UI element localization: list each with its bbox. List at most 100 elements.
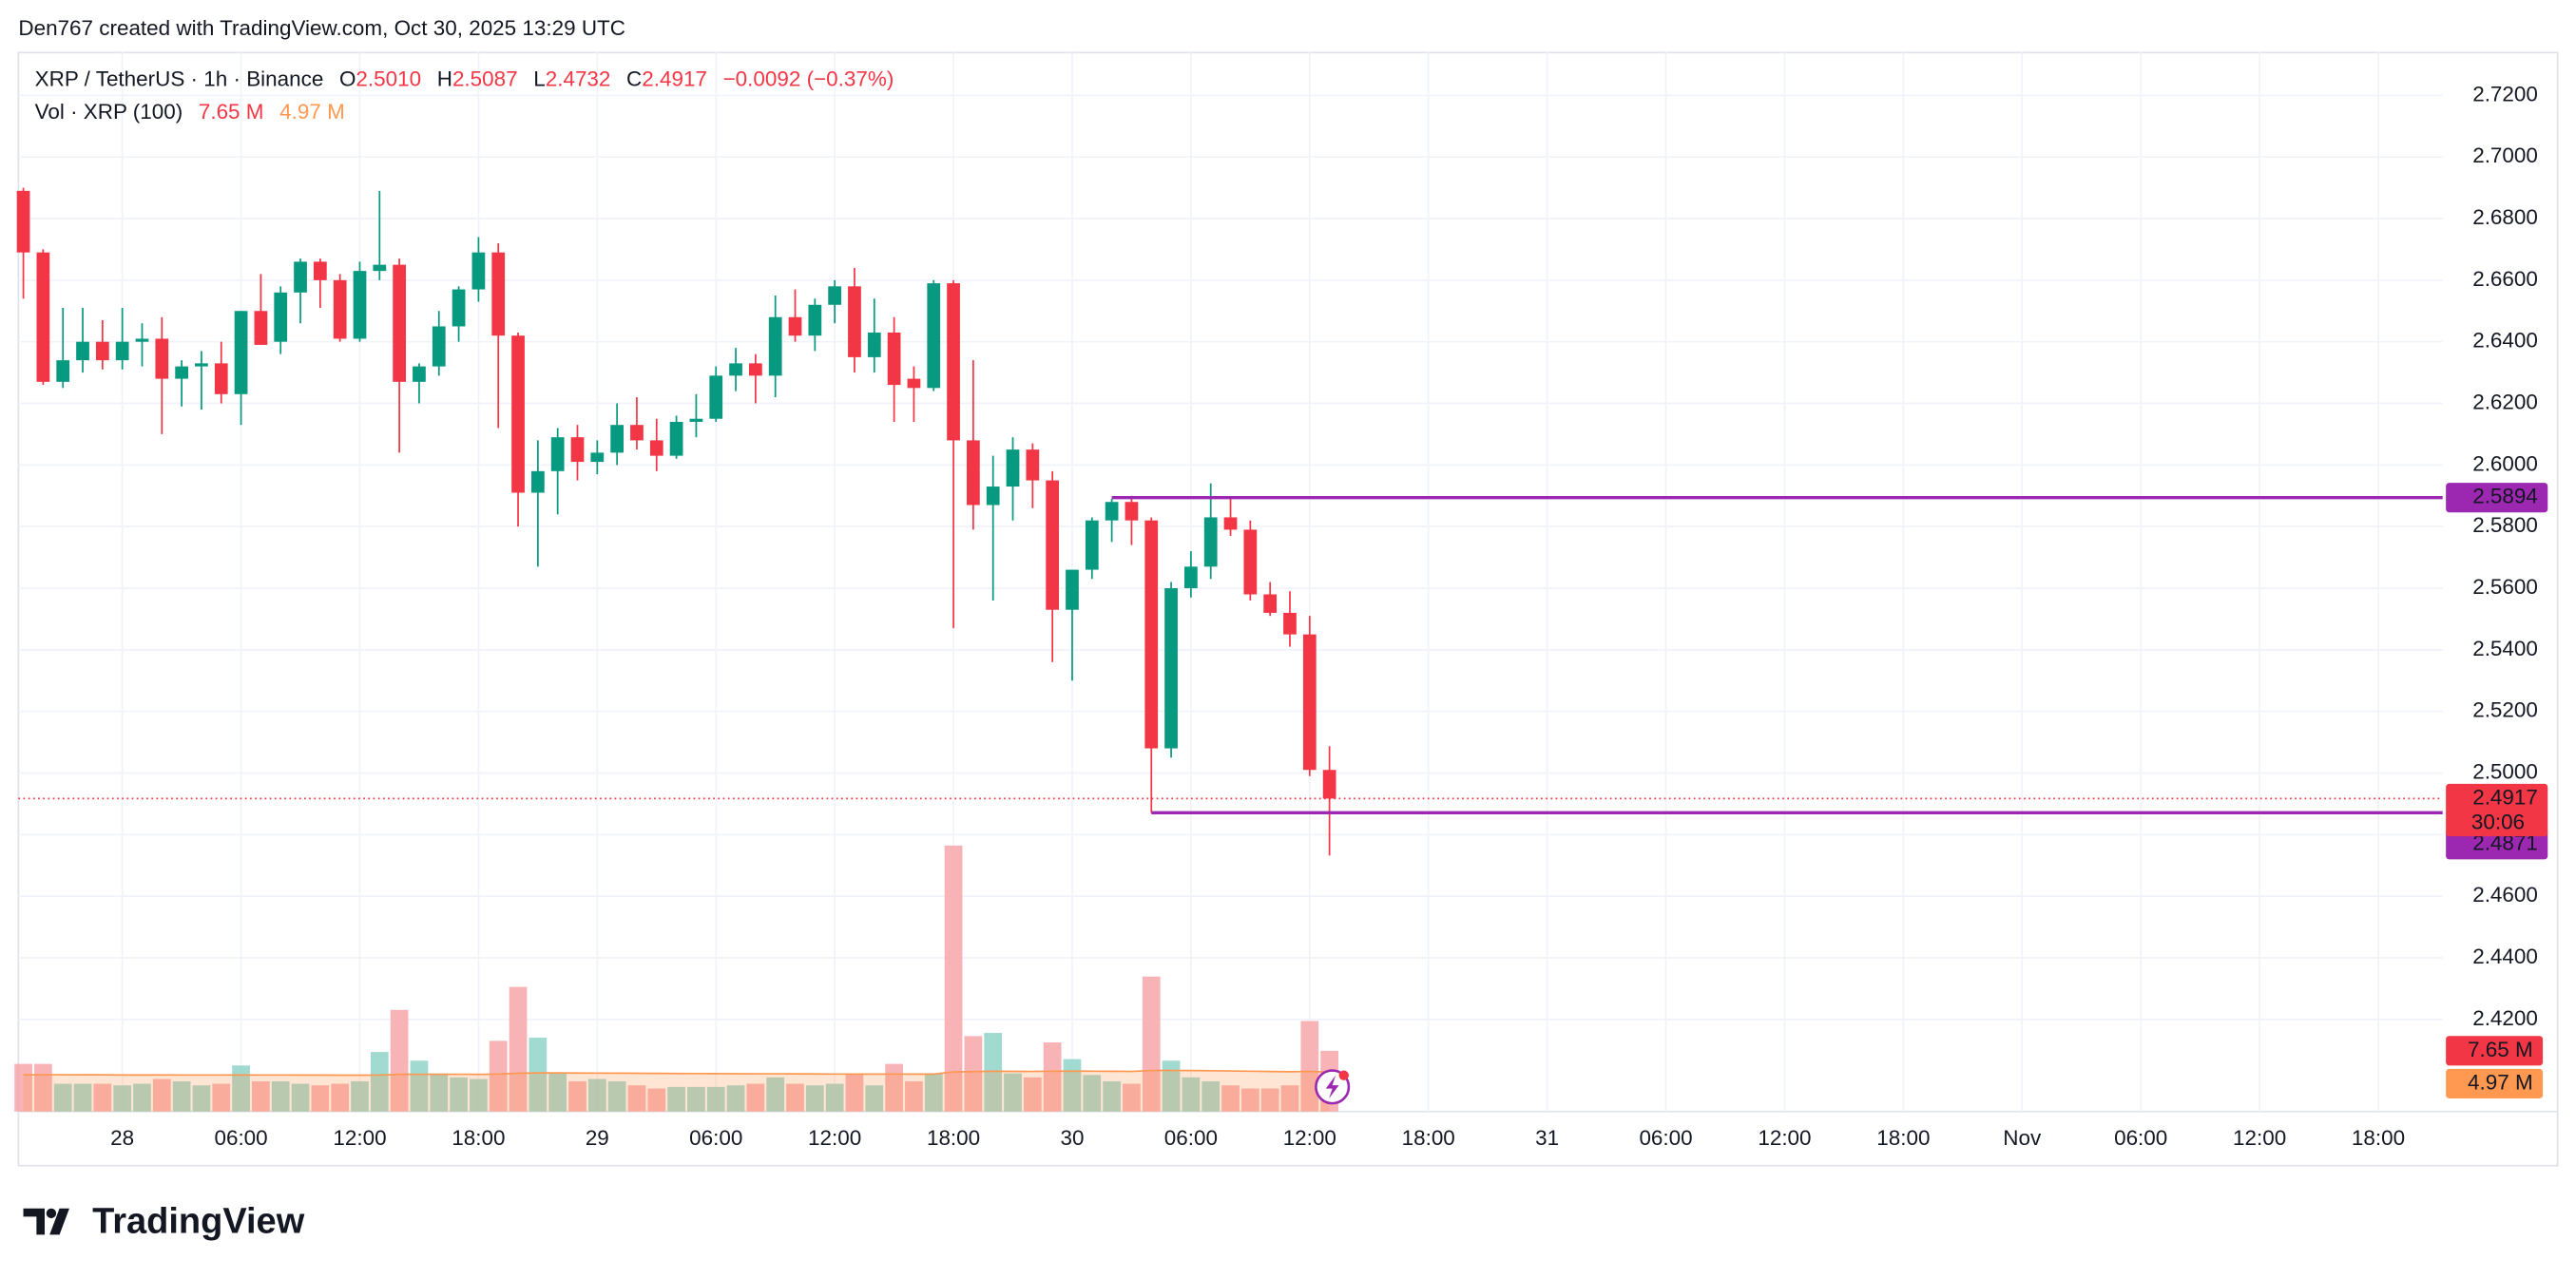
chart-frame [17,51,2559,1167]
volume-bar [865,1085,884,1112]
candle-body [550,437,565,471]
volume-bar [291,1083,310,1112]
candle-body [590,452,605,463]
x-tick-label: 28 [110,1126,134,1150]
candle-body [1105,502,1119,521]
candle-body [214,363,228,394]
y-tick-label: 2.5200 [2472,698,2538,722]
candle-body [530,470,545,493]
legend-label: H [437,67,452,91]
y-tick-label: 2.6400 [2472,329,2538,353]
volume-legend: Vol · XRP (100) 7.65 M 4.97 M [35,100,345,124]
candle-body [1144,520,1159,749]
candle-body [432,326,446,367]
ohlc-legend: XRP / TetherUS · 1h · Binance O2.5010 H2… [35,67,894,91]
candle-body [1006,449,1020,487]
x-tick-label: 18:00 [1876,1126,1930,1150]
volume-bar [529,1038,548,1112]
candle-body [353,271,367,339]
volume-bar [845,1073,864,1112]
volume-bar [885,1063,903,1112]
level-badge [2446,830,2548,860]
candle-body [1066,569,1079,610]
legend-label: O [339,67,356,91]
candle-body [471,252,486,290]
volume-bar [1240,1088,1259,1112]
volume-bar [726,1085,745,1112]
brand: TradingView [92,1201,305,1241]
candle-body [788,316,802,336]
y-tick-label: 2.6600 [2472,267,2538,291]
volume-bar [351,1081,369,1112]
level-label: 2.5894 [2472,485,2538,508]
x-tick-label: 06:00 [689,1126,742,1150]
candle-body [1125,502,1139,521]
y-tick-label: 2.7200 [2472,82,2538,105]
x-tick-label: 31 [1535,1126,1559,1150]
volume-ma-line [23,1069,1330,1077]
volume-badge-label: 7.65 M [2468,1038,2533,1061]
volume-bar [607,1081,626,1112]
volume-ma-value: 4.97 M [279,100,345,124]
candle-body [1085,520,1099,570]
volume-bar [271,1081,290,1112]
volume-bar [34,1063,52,1112]
volume-bar [470,1079,488,1112]
legend-label: L [533,67,546,91]
x-tick-label: 18:00 [2352,1126,2405,1150]
legend-value: 2.5010 [356,67,421,91]
volume-bar [1300,1021,1319,1112]
volume-bar [706,1086,725,1112]
candle-body [234,311,248,394]
volume-bar [1103,1081,1121,1112]
credit: Den767 created with TradingView.com, Oct… [18,16,625,40]
candle-body [1223,517,1238,530]
candle-body [749,363,762,376]
symbol: XRP / TetherUS · 1h · Binance [35,67,324,91]
candle-body [1243,529,1258,595]
x-tick-label: 29 [586,1126,609,1150]
volume-bar [450,1077,468,1112]
candle-body [1164,588,1178,749]
volume-bar [133,1083,151,1112]
x-tick-label: 18:00 [452,1126,505,1150]
candle-body [986,487,1000,506]
candle-body [768,316,782,376]
candle-body [1203,517,1218,567]
volume-bar [172,1081,191,1112]
candle-body [927,283,941,389]
candle-body [967,440,980,506]
y-tick-label: 2.4400 [2472,945,2538,968]
candle-body [1302,634,1317,771]
volume-bar [1182,1077,1201,1112]
y-tick-label: 2.5600 [2472,575,2538,599]
x-tick-label: 12:00 [808,1126,861,1150]
volume-bar [1162,1060,1181,1112]
volume-ma-badge [2446,1068,2544,1098]
legend-value: 2.5087 [452,67,518,91]
volume-bar [113,1085,132,1112]
replay-icon[interactable] [1315,1069,1351,1105]
volume-bar [746,1083,765,1112]
volume-bar [370,1052,389,1112]
y-tick-label: 2.6800 [2472,205,2538,229]
y-tick-label: 2.7000 [2472,143,2538,167]
candle-body [56,360,70,382]
volume-pane [14,845,1338,1112]
candle-body [1046,480,1060,610]
y-tick-label: 2.6200 [2472,390,2538,413]
candle-body [729,363,742,376]
candle-body [452,289,466,327]
volume-bar [192,1085,211,1112]
y-tick-label: 2.5000 [2472,759,2538,783]
candle-body [828,286,842,305]
candle-body [36,252,50,382]
x-tick-label: 12:00 [1283,1126,1336,1150]
candle-body [16,190,30,253]
candle-body [393,264,407,382]
y-tick-label: 2.6000 [2472,451,2538,475]
volume-bar [687,1086,705,1112]
